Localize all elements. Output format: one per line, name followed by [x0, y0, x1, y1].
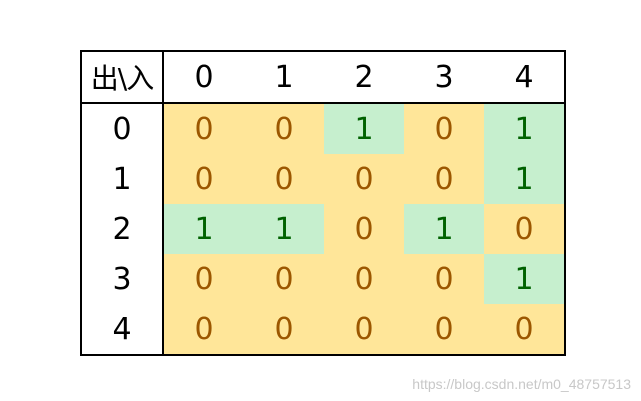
col-header-4: 4 — [484, 51, 565, 104]
row-header-3: 3 — [81, 254, 164, 304]
row-header-4: 4 — [81, 304, 164, 355]
watermark-text: https://blog.csdn.net/m0_48757513 — [412, 376, 631, 392]
matrix-cell: 0 — [404, 103, 484, 154]
matrix-cell: 0 — [163, 304, 244, 355]
corner-label: 出\入 — [81, 51, 164, 104]
matrix-cell: 0 — [404, 304, 484, 355]
matrix-cell: 0 — [244, 254, 324, 304]
matrix-cell: 1 — [404, 204, 484, 254]
matrix-cell: 0 — [324, 204, 404, 254]
matrix-cell: 0 — [404, 154, 484, 204]
matrix-cell: 0 — [163, 254, 244, 304]
matrix-cell: 0 — [324, 154, 404, 204]
col-header-3: 3 — [404, 51, 484, 104]
matrix-cell: 0 — [324, 254, 404, 304]
matrix-cell: 0 — [484, 304, 565, 355]
matrix-cell: 0 — [244, 154, 324, 204]
matrix-cell: 1 — [484, 254, 565, 304]
matrix-cell: 1 — [484, 103, 565, 154]
row-header-2: 2 — [81, 204, 164, 254]
col-header-2: 2 — [324, 51, 404, 104]
matrix-cell: 1 — [244, 204, 324, 254]
matrix-cell: 0 — [404, 254, 484, 304]
row-header-1: 1 — [81, 154, 164, 204]
matrix-cell: 0 — [244, 304, 324, 355]
matrix-cell: 1 — [163, 204, 244, 254]
matrix-cell: 0 — [163, 103, 244, 154]
matrix-cell: 0 — [163, 154, 244, 204]
col-header-0: 0 — [163, 51, 244, 104]
header-row: 出\入 0 1 2 3 4 — [81, 51, 565, 104]
matrix-cell: 1 — [324, 103, 404, 154]
table-row: 3 0 0 0 0 1 — [81, 254, 565, 304]
table-row: 4 0 0 0 0 0 — [81, 304, 565, 355]
table-row: 1 0 0 0 0 1 — [81, 154, 565, 204]
table-row: 0 0 0 1 0 1 — [81, 103, 565, 154]
matrix-cell: 0 — [244, 103, 324, 154]
matrix-cell: 1 — [484, 154, 565, 204]
col-header-1: 1 — [244, 51, 324, 104]
row-header-0: 0 — [81, 103, 164, 154]
table-row: 2 1 1 0 1 0 — [81, 204, 565, 254]
matrix-cell: 0 — [324, 304, 404, 355]
matrix-cell: 0 — [484, 204, 565, 254]
adjacency-matrix-table: 出\入 0 1 2 3 4 0 0 0 1 0 1 1 0 0 0 0 1 2 … — [80, 50, 566, 356]
